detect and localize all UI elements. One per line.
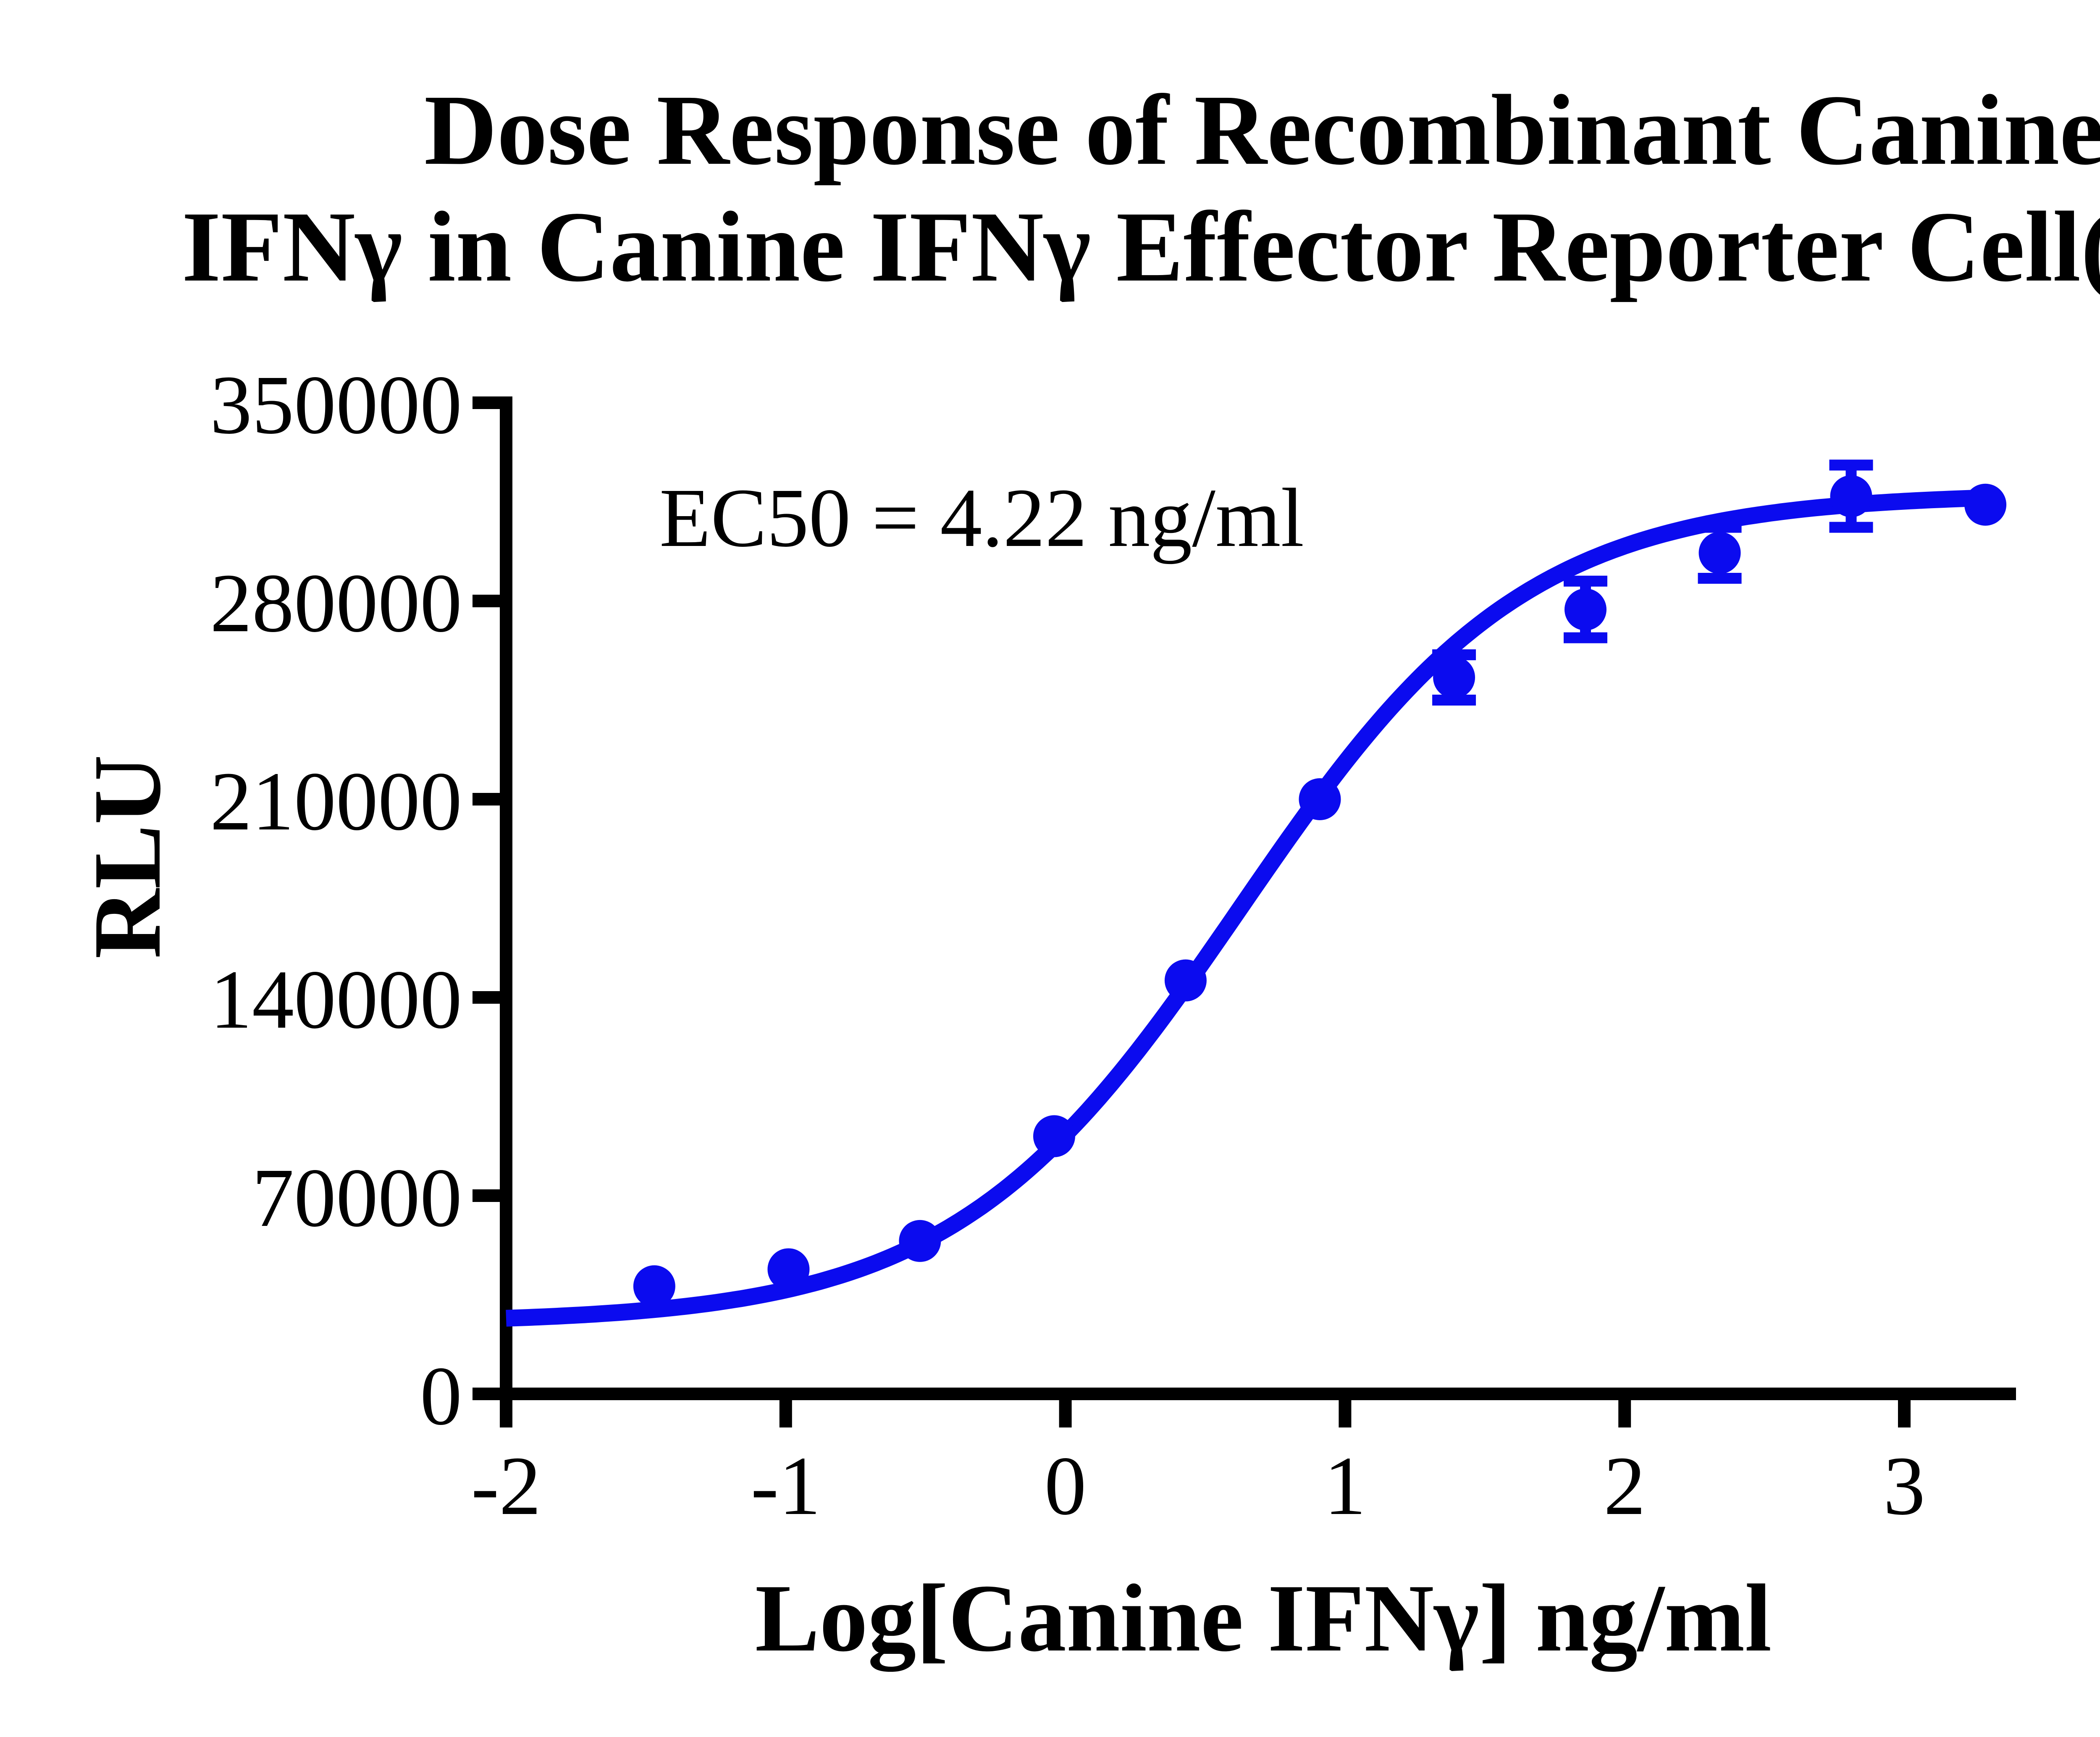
chart-title-line1: Dose Response of Recombinant Canine: [424, 74, 2100, 186]
error-bars: [1432, 459, 1873, 706]
data-point-marker: [1698, 532, 1741, 574]
y-tick-label: 210000: [210, 755, 462, 848]
axes: [500, 396, 2016, 1400]
data-point-marker: [633, 1265, 675, 1307]
x-tick-labels: -2 -1 0 1 2 3: [471, 1440, 1925, 1532]
x-axis-label: Log[Canine IFNγ] ng/ml: [755, 1564, 1772, 1672]
y-axis-label: RLU: [74, 755, 181, 959]
data-point-marker: [767, 1248, 810, 1291]
x-ticks: [500, 1400, 1911, 1427]
data-points: [633, 475, 2007, 1307]
data-point-marker: [899, 1220, 941, 1262]
data-point-marker: [1830, 475, 1872, 517]
x-tick-label: 1: [1324, 1440, 1366, 1532]
data-point-marker: [1564, 588, 1606, 631]
chart-title-line2: IFNγ in Canine IFNγ Effector Reporter Ce…: [182, 191, 2100, 302]
data-point-marker: [1299, 778, 1341, 820]
data-point-marker: [1033, 1115, 1075, 1157]
fit-curve-path: [503, 489, 1986, 1327]
y-tick-label: 280000: [210, 557, 462, 650]
fit-curve: [503, 489, 1986, 1327]
x-tick-label: -1: [751, 1440, 821, 1532]
data-point-marker: [1964, 483, 2007, 526]
x-tick-label: 3: [1883, 1440, 1925, 1532]
y-tick-label: 70000: [252, 1152, 462, 1244]
y-tick-labels: 0 70000 140000 210000 280000 350000: [210, 359, 462, 1443]
y-ticks: [472, 396, 500, 1400]
x-tick-label: 0: [1045, 1440, 1087, 1532]
data-point-marker: [1433, 656, 1475, 699]
y-tick-label: 140000: [210, 953, 462, 1046]
y-tick-label: 0: [420, 1350, 462, 1443]
x-tick-label: -2: [471, 1440, 541, 1532]
x-tick-label: 2: [1604, 1440, 1646, 1532]
data-point-marker: [1164, 959, 1207, 1002]
y-tick-label: 350000: [210, 359, 462, 451]
ec50-annotation: EC50 = 4.22 ng/ml: [659, 472, 1304, 564]
